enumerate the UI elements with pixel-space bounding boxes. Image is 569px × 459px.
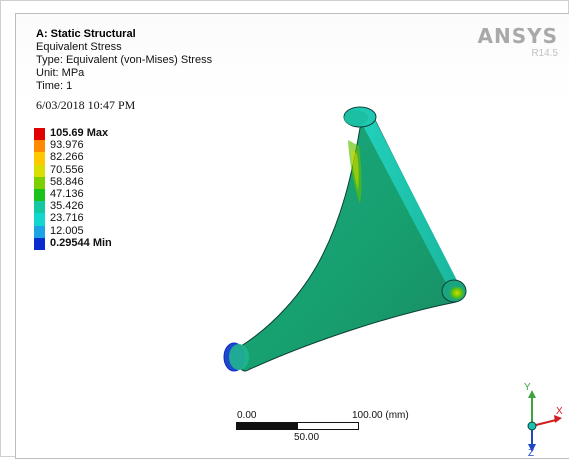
scale-bar-white [296,422,359,430]
legend-label: 70.556 [50,163,84,176]
legend-row: 82.266 [34,151,194,165]
scale-bar-black [236,422,297,430]
scale-bar-graphic [236,422,359,430]
stress-hotspot-top-inner [351,148,359,190]
legend-swatch [34,237,45,250]
stress-legend[interactable]: 105.69 Max 93.976 82.266 70.556 58.846 4… [34,127,194,250]
legend-label: 12.005 [50,224,84,237]
scale-left-label: 0.00 [237,410,257,421]
stress-contour-part[interactable] [16,14,569,458]
x-label: X [556,406,563,417]
y-label: Y [524,382,531,393]
legend-row: 12.005 [34,224,194,238]
axis-triad[interactable]: Y X Z [500,380,564,456]
result-date: 6/03/2018 10:47 PM [36,98,136,112]
legend-swatch [34,164,45,177]
result-time: Time: 1 [36,80,73,92]
top-cylinder-face [344,110,368,126]
y-axis-arrow [528,390,536,398]
result-type: Type: Equivalent (von-Mises) Stress [36,54,213,66]
legend-row: 70.556 [34,163,194,177]
legend-swatch [34,128,45,141]
legend-row: 0.29544 Min [34,236,194,250]
legend-min-label: 0.29544 Min [50,236,112,249]
brand-name: ANSYS [477,24,558,48]
triad-origin [527,421,537,431]
legend-swatch [34,213,45,226]
legend-label: 93.976 [50,139,84,152]
legend-swatch [34,188,45,202]
ansys-logo: ANSYS R14.5 [477,26,558,59]
scale-mid-label: 50.00 [294,432,320,443]
part-edge-face [361,114,464,302]
bottom-cylinder-face [229,344,249,370]
right-cylinder-hotspot [448,285,466,301]
legend-label: 58.846 [50,175,84,188]
legend-swatch [34,152,45,165]
legend-label: 35.426 [50,200,84,213]
legend-label: 23.716 [50,212,84,225]
legend-swatch [34,201,45,214]
result-unit: Unit: MPa [36,67,85,79]
legend-row: 47.136 [34,187,194,202]
analysis-title: A: Static Structural [36,28,136,40]
x-axis-arrow [554,415,562,423]
legend-swatch [34,225,45,238]
legend-max-label: 105.69 Max [50,127,109,139]
z-label: Z [528,448,534,456]
scale-right-label: 100.00 (mm) [352,410,409,421]
result-name: Equivalent Stress [36,41,122,53]
brand-version: R14.5 [531,48,558,59]
legend-row: 105.69 Max [34,127,194,141]
result-header: A: Static Structural Equivalent Stress T… [36,28,416,112]
legend-row: 35.426 [34,200,194,214]
legend-row: 23.716 [34,212,194,226]
legend-swatch [34,176,45,189]
legend-row: 93.976 [34,139,194,153]
graphics-viewport[interactable]: A: Static Structural Equivalent Stress T… [15,13,569,459]
legend-label: 47.136 [50,187,84,200]
z-axis-arrow [528,444,536,452]
scale-bar: 0.00 100.00 (mm) 50.00 [232,410,432,450]
legend-swatch [34,140,45,153]
legend-label: 82.266 [50,151,84,164]
legend-row: 58.846 [34,175,194,189]
